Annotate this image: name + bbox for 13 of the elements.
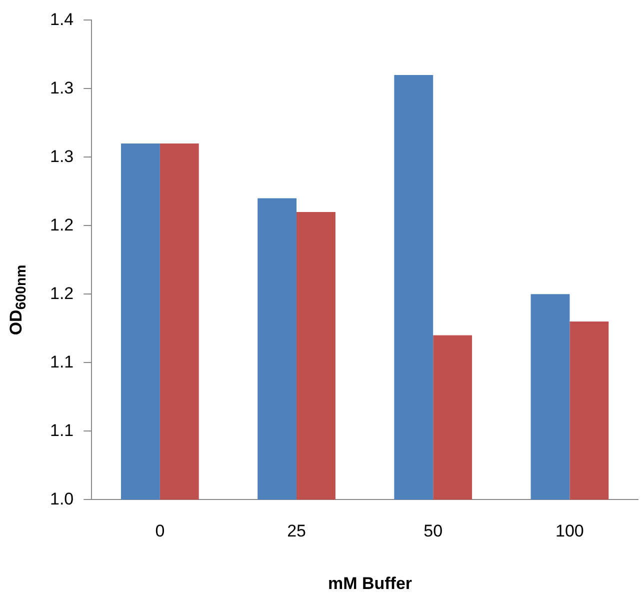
y-tick-label: 1.4 bbox=[50, 10, 74, 29]
y-tick-label: 1.1 bbox=[50, 352, 74, 372]
x-tick-label: 0 bbox=[155, 521, 165, 540]
x-tick-label: 100 bbox=[556, 521, 584, 540]
y-tick-label: 1.0 bbox=[50, 489, 74, 508]
y-tick-label: 1.3 bbox=[50, 78, 74, 98]
y-tick-label: 1.2 bbox=[50, 215, 74, 234]
y-tick-label: 1.3 bbox=[50, 146, 74, 166]
x-axis-title: mM Buffer bbox=[328, 574, 412, 594]
y-tick-label: 1.1 bbox=[50, 420, 74, 440]
x-tick-label: 50 bbox=[424, 521, 443, 540]
y-tick-label: 1.2 bbox=[50, 284, 74, 303]
x-tick-label: 25 bbox=[287, 521, 306, 540]
